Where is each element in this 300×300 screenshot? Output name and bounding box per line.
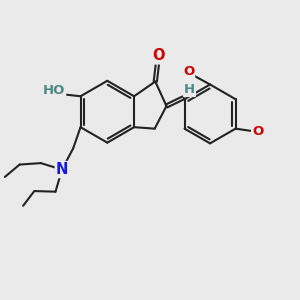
- Text: H: H: [184, 83, 195, 96]
- Text: HO: HO: [43, 85, 65, 98]
- Text: O: O: [183, 65, 194, 78]
- Text: O: O: [152, 48, 164, 63]
- Text: N: N: [56, 162, 68, 177]
- Text: O: O: [252, 124, 263, 137]
